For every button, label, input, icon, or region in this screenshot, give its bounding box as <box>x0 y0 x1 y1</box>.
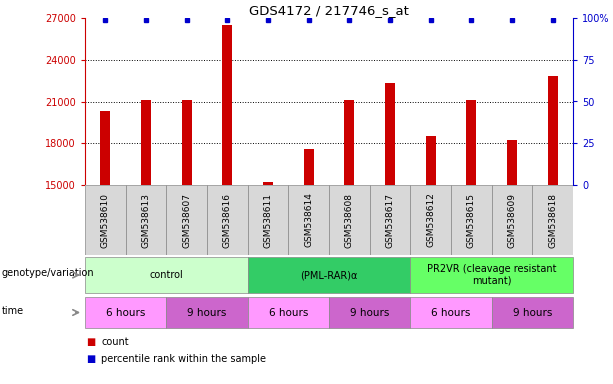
Text: GSM538610: GSM538610 <box>101 192 110 248</box>
Title: GDS4172 / 217746_s_at: GDS4172 / 217746_s_at <box>249 4 409 17</box>
Text: (PML-RAR)α: (PML-RAR)α <box>300 270 358 280</box>
Text: 9 hours: 9 hours <box>188 308 227 318</box>
Text: 6 hours: 6 hours <box>106 308 145 318</box>
Text: GSM538614: GSM538614 <box>304 192 313 247</box>
Text: 6 hours: 6 hours <box>268 308 308 318</box>
Text: 9 hours: 9 hours <box>512 308 552 318</box>
Text: time: time <box>2 306 24 316</box>
Bar <box>223 25 232 185</box>
Bar <box>547 76 558 185</box>
Bar <box>451 185 492 255</box>
Bar <box>263 182 273 185</box>
Bar <box>466 100 476 185</box>
Bar <box>410 185 451 255</box>
Text: GSM538617: GSM538617 <box>386 192 395 248</box>
Bar <box>303 149 314 185</box>
Bar <box>425 136 436 185</box>
Text: 9 hours: 9 hours <box>350 308 389 318</box>
Bar <box>85 185 126 255</box>
Bar <box>507 141 517 185</box>
Bar <box>126 185 166 255</box>
Bar <box>492 185 532 255</box>
Text: genotype/variation: genotype/variation <box>2 268 94 278</box>
Bar <box>166 297 248 328</box>
Text: ■: ■ <box>86 354 95 364</box>
Bar <box>329 297 410 328</box>
Text: ■: ■ <box>86 337 95 347</box>
Bar <box>370 185 410 255</box>
Bar <box>166 185 207 255</box>
Text: GSM538612: GSM538612 <box>426 192 435 247</box>
Bar <box>181 100 192 185</box>
Text: percentile rank within the sample: percentile rank within the sample <box>101 354 266 364</box>
Bar <box>248 297 329 328</box>
Bar <box>385 83 395 185</box>
Text: GSM538611: GSM538611 <box>264 192 273 248</box>
Text: GSM538618: GSM538618 <box>548 192 557 248</box>
Bar <box>288 185 329 255</box>
Bar <box>85 297 166 328</box>
Text: 6 hours: 6 hours <box>432 308 471 318</box>
Bar <box>492 297 573 328</box>
Text: GSM538616: GSM538616 <box>223 192 232 248</box>
Bar <box>141 100 151 185</box>
Text: GSM538609: GSM538609 <box>508 192 517 248</box>
Bar <box>329 185 370 255</box>
Text: GSM538608: GSM538608 <box>345 192 354 248</box>
Bar <box>532 185 573 255</box>
Text: GSM538615: GSM538615 <box>467 192 476 248</box>
Text: GSM538607: GSM538607 <box>182 192 191 248</box>
Bar <box>248 185 288 255</box>
Bar <box>410 297 492 328</box>
Bar <box>85 257 248 293</box>
Text: GSM538613: GSM538613 <box>142 192 151 248</box>
Bar <box>101 111 110 185</box>
Text: count: count <box>101 337 129 347</box>
Text: PR2VR (cleavage resistant
mutant): PR2VR (cleavage resistant mutant) <box>427 264 557 286</box>
Bar <box>207 185 248 255</box>
Bar <box>345 100 354 185</box>
Text: control: control <box>150 270 183 280</box>
Bar <box>248 257 410 293</box>
Bar <box>410 257 573 293</box>
